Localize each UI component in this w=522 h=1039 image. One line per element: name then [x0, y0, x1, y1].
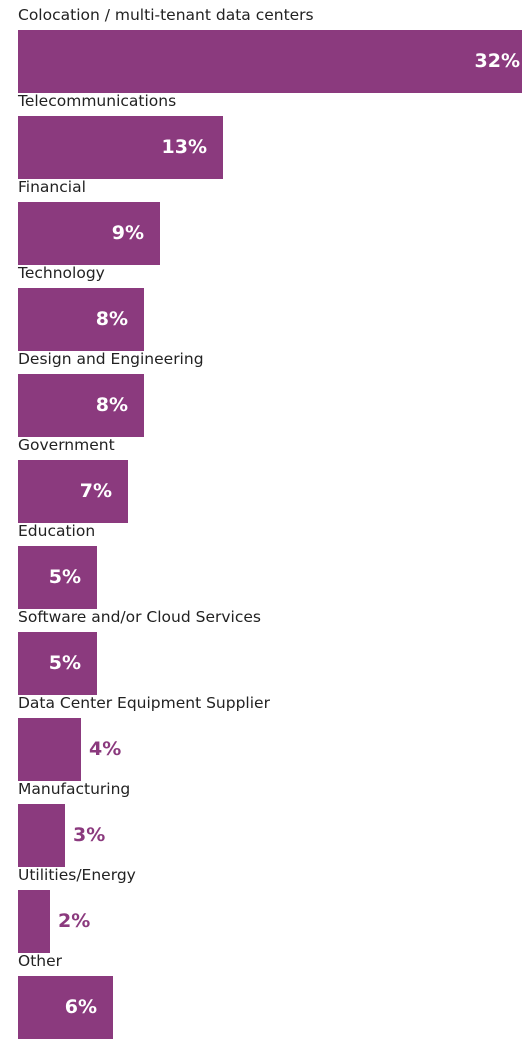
bar — [18, 890, 50, 953]
bar — [18, 460, 128, 523]
bar — [18, 976, 113, 1039]
bar — [18, 632, 97, 695]
value-label: 6% — [64, 996, 97, 1018]
value-label: 9% — [111, 222, 144, 244]
category-label: Education — [18, 522, 96, 540]
bar — [18, 374, 144, 437]
category-label: Colocation / multi-tenant data centers — [18, 6, 314, 24]
category-label: Design and Engineering — [18, 350, 204, 368]
bar-row: Utilities/Energy 2% — [0, 864, 522, 953]
bar — [18, 116, 223, 179]
bar-row: Telecommunications 13% — [0, 90, 522, 179]
category-label: Data Center Equipment Supplier — [18, 694, 270, 712]
bar-row: Software and/or Cloud Services 5% — [0, 606, 522, 695]
value-label: 3% — [73, 824, 106, 846]
bar-row: Other 6% — [0, 950, 522, 1039]
value-label: 32% — [474, 50, 520, 72]
value-label: 4% — [89, 738, 122, 760]
bar-row: Government 7% — [0, 434, 522, 523]
bar — [18, 288, 144, 351]
category-label: Technology — [18, 264, 105, 282]
category-label: Other — [18, 952, 63, 970]
bar-row: Design and Engineering 8% — [0, 348, 522, 437]
value-label: 7% — [79, 480, 112, 502]
category-label: Software and/or Cloud Services — [18, 608, 261, 626]
bar-row: Technology 8% — [0, 262, 522, 351]
bar — [18, 30, 522, 93]
value-label: 2% — [58, 910, 91, 932]
value-label: 5% — [48, 652, 81, 674]
category-label: Government — [18, 436, 115, 454]
bar-row: Education 5% — [0, 520, 522, 609]
value-label: 8% — [95, 394, 128, 416]
bar-row: Manufacturing 3% — [0, 778, 522, 867]
value-label: 5% — [48, 566, 81, 588]
bar-row: Financial 9% — [0, 176, 522, 265]
bar — [18, 202, 160, 265]
bar-row: Colocation / multi-tenant data centers 32… — [0, 4, 522, 93]
category-label: Manufacturing — [18, 780, 131, 798]
bar — [18, 546, 97, 609]
category-label: Financial — [18, 178, 86, 196]
value-label: 8% — [95, 308, 128, 330]
category-label: Utilities/Energy — [18, 866, 136, 884]
category-label: Telecommunications — [18, 92, 177, 110]
value-label: 13% — [161, 136, 207, 158]
bar — [18, 804, 65, 867]
bar — [18, 718, 81, 781]
bar-row: Data Center Equipment Supplier 4% — [0, 692, 522, 781]
